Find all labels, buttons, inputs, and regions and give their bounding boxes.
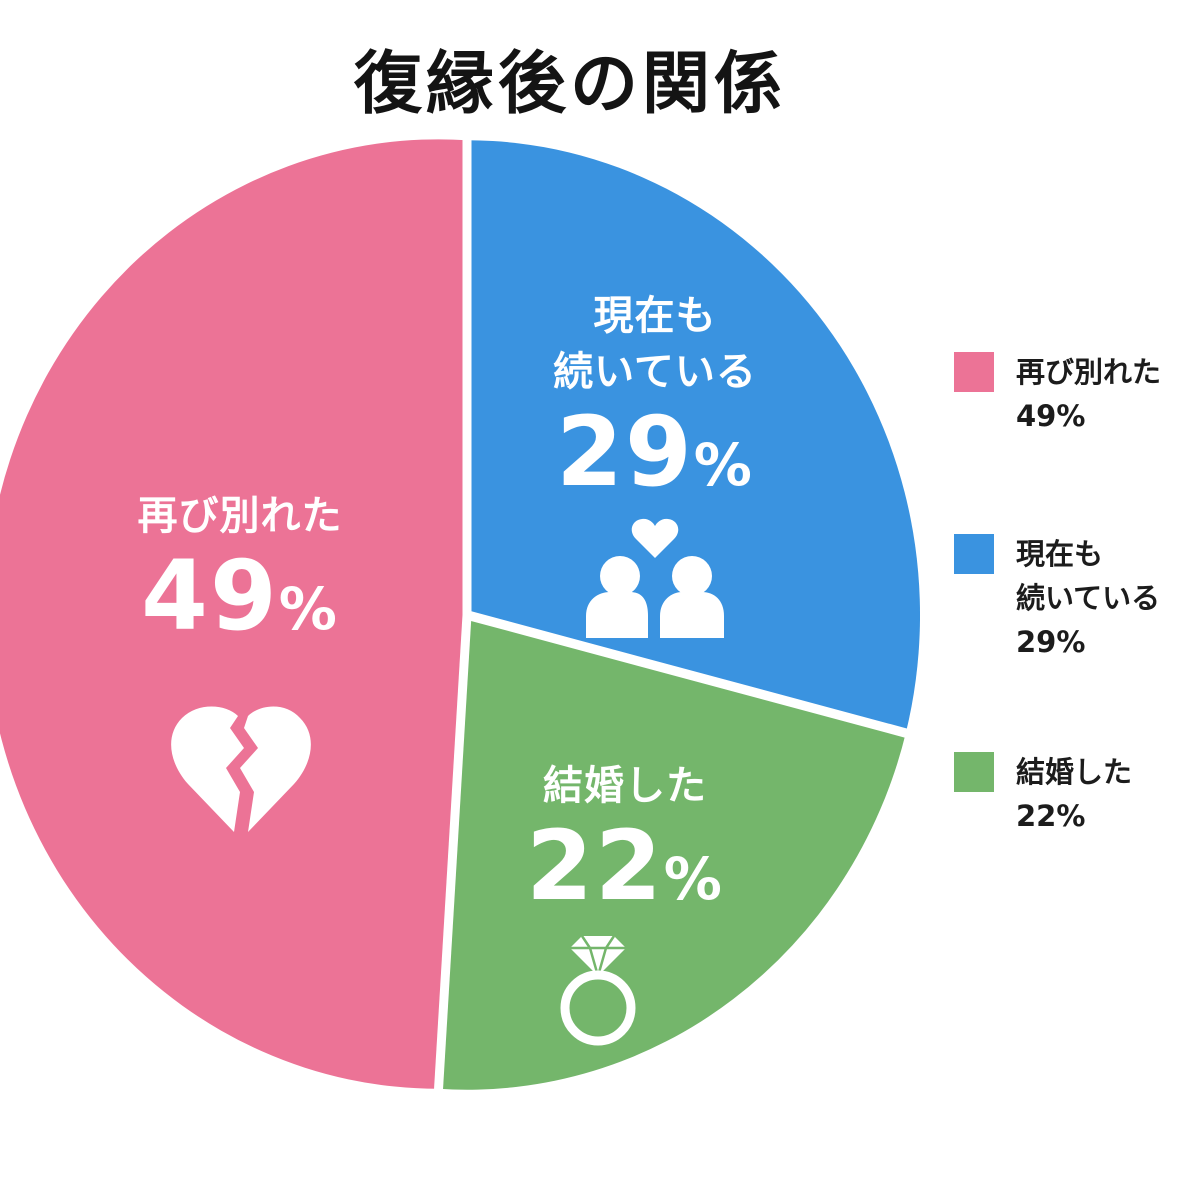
legend-swatch-blue: [954, 534, 994, 574]
diamond-ring-icon: [560, 935, 636, 1046]
slice-percent: 29%: [556, 396, 754, 508]
legend-item-blue[interactable]: 現在も 続いている 29%: [954, 532, 1160, 664]
legend-item-green[interactable]: 結婚した 22%: [954, 750, 1132, 838]
slice-label-green: 結婚した 22%: [505, 758, 745, 931]
slice-label-blue: 現在も 続いている 29%: [520, 288, 790, 517]
pie-slice-pink[interactable]: [0, 139, 467, 1089]
broken-heart-icon: [171, 706, 311, 832]
legend-swatch-green: [954, 752, 994, 792]
pie-slice-blue[interactable]: [467, 140, 921, 734]
legend-label: 現在も 続いている 29%: [1016, 537, 1161, 659]
slice-name-line2: 続いている: [553, 349, 757, 395]
slice-name: 再び別れた: [137, 493, 343, 539]
slice-name-line1: 現在も: [593, 293, 717, 339]
legend-swatch-pink: [954, 352, 994, 392]
slice-name: 結婚した: [543, 763, 707, 809]
chart-title: 復縁後の関係: [353, 45, 786, 124]
couple-with-heart-icon: [586, 518, 724, 638]
slice-percent: 22%: [526, 810, 724, 922]
legend-label: 結婚した 22%: [1016, 755, 1133, 833]
legend-label: 再び別れた 49%: [1016, 355, 1162, 433]
legend-item-pink[interactable]: 再び別れた 49%: [954, 350, 1161, 438]
slice-percent: 49%: [141, 540, 339, 652]
slice-label-pink: 再び別れた 49%: [90, 488, 390, 661]
pie-slice-green[interactable]: [438, 615, 906, 1090]
